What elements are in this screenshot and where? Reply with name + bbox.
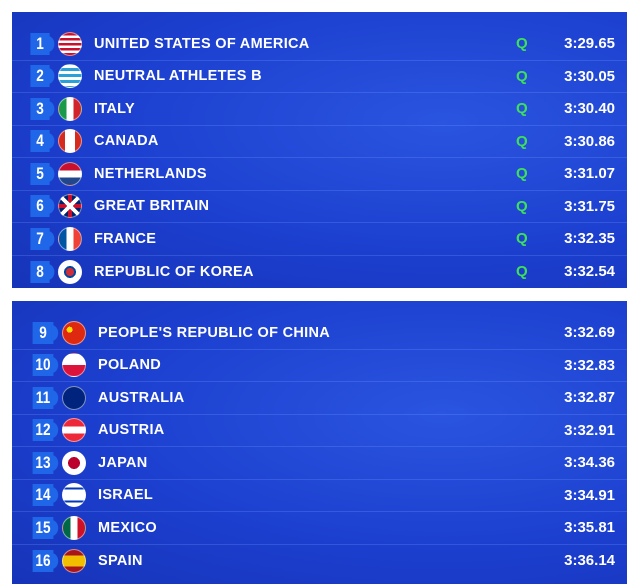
finish-time: 3:32.54 — [564, 263, 615, 281]
rank-badge: 16 — [32, 549, 59, 572]
rank-badge: 14 — [32, 484, 59, 507]
finish-time: 3:32.69 — [564, 324, 615, 342]
rank-badge: 12 — [32, 419, 59, 442]
qualified-marker: Q — [516, 132, 528, 150]
finish-time: 3:29.65 — [564, 35, 615, 53]
finish-time: 3:32.91 — [564, 421, 615, 439]
rank-badge: 1 — [30, 32, 55, 55]
rank-badge: 11 — [32, 386, 59, 409]
qualified-marker: Q — [516, 67, 528, 85]
result-row: 1 UNITED STATES OF AMERICA Q 3:29.65 — [12, 28, 627, 61]
rank-badge: 9 — [32, 321, 59, 344]
qualified-marker: Q — [516, 263, 528, 281]
qualified-marker: Q — [516, 197, 528, 215]
rank-badge: 3 — [30, 97, 55, 120]
country-name: CANADA — [94, 133, 159, 150]
qualified-marker: Q — [516, 100, 528, 118]
finish-time: 3:32.83 — [564, 356, 615, 374]
country-name: POLAND — [98, 357, 162, 374]
gb-flag-icon — [58, 194, 82, 219]
qualified-results-panel: 1 UNITED STATES OF AMERICA Q 3:29.65 2 NE… — [12, 12, 627, 288]
country-name: REPUBLIC OF KOREA — [94, 263, 254, 280]
country-name: ISRAEL — [98, 487, 153, 504]
china-flag-icon — [62, 320, 86, 345]
finish-time: 3:35.81 — [564, 519, 615, 537]
finish-time: 3:32.35 — [564, 230, 615, 248]
finish-time: 3:31.07 — [564, 165, 615, 183]
mexico-flag-icon — [62, 515, 86, 540]
result-row: 6 GREAT BRITAIN Q 3:31.75 — [12, 191, 627, 223]
australia-flag-icon — [62, 385, 86, 410]
result-row: 14 ISRAEL 3:34.91 — [12, 480, 627, 512]
country-name: PEOPLE'S REPUBLIC OF CHINA — [98, 324, 330, 341]
finish-time: 3:30.40 — [564, 100, 615, 118]
result-row: 9 PEOPLE'S REPUBLIC OF CHINA 3:32.69 — [12, 317, 627, 350]
finish-time: 3:34.91 — [564, 486, 615, 504]
result-row: 10 POLAND 3:32.83 — [12, 350, 627, 382]
country-name: GREAT BRITAIN — [94, 198, 210, 215]
poland-flag-icon — [62, 353, 86, 378]
rank-badge: 10 — [32, 354, 59, 377]
rank-badge: 13 — [32, 451, 59, 474]
result-row: 8 REPUBLIC OF KOREA Q 3:32.54 — [12, 256, 627, 289]
rank-badge: 6 — [30, 195, 55, 218]
country-name: MEXICO — [98, 519, 157, 536]
canada-flag-icon — [58, 129, 82, 154]
result-row: 11 AUSTRALIA 3:32.87 — [12, 382, 627, 415]
rank-badge: 5 — [30, 162, 55, 185]
result-row: 3 ITALY Q 3:30.40 — [12, 93, 627, 126]
result-row: 16 SPAIN 3:36.14 — [12, 545, 627, 578]
country-name: NETHERLANDS — [94, 165, 207, 182]
neutral-flag-icon — [58, 64, 82, 89]
rank-badge: 8 — [30, 260, 55, 283]
italy-flag-icon — [58, 96, 82, 121]
israel-flag-icon — [62, 483, 86, 508]
rank-badge: 15 — [32, 516, 59, 539]
netherlands-flag-icon — [58, 161, 82, 186]
result-row: 15 MEXICO 3:35.81 — [12, 512, 627, 545]
finish-time: 3:36.14 — [564, 552, 615, 570]
qualified-marker: Q — [516, 165, 528, 183]
spain-flag-icon — [62, 548, 86, 573]
rank-badge: 7 — [30, 227, 55, 250]
result-row: 12 AUSTRIA 3:32.91 — [12, 415, 627, 447]
rank-badge: 2 — [30, 65, 55, 88]
austria-flag-icon — [62, 418, 86, 443]
qualified-marker: Q — [516, 230, 528, 248]
usa-flag-icon — [58, 31, 82, 56]
result-row: 4 CANADA Q 3:30.86 — [12, 126, 627, 158]
finish-time: 3:30.86 — [564, 132, 615, 150]
country-name: NEUTRAL ATHLETES B — [94, 68, 262, 85]
result-row: 13 JAPAN 3:34.36 — [12, 447, 627, 480]
france-flag-icon — [58, 226, 82, 251]
result-row: 7 FRANCE Q 3:32.35 — [12, 223, 627, 256]
country-name: FRANCE — [94, 230, 157, 247]
qualified-marker: Q — [516, 35, 528, 53]
japan-flag-icon — [62, 450, 86, 475]
other-results-panel: 9 PEOPLE'S REPUBLIC OF CHINA 3:32.69 10 P… — [12, 301, 627, 584]
result-row: 2 NEUTRAL ATHLETES B Q 3:30.05 — [12, 61, 627, 93]
finish-time: 3:32.87 — [564, 389, 615, 407]
country-name: ITALY — [94, 100, 135, 117]
korea-flag-icon — [58, 259, 82, 284]
finish-time: 3:34.36 — [564, 454, 615, 472]
country-name: AUSTRIA — [98, 422, 165, 439]
finish-time: 3:31.75 — [564, 197, 615, 215]
country-name: UNITED STATES OF AMERICA — [94, 35, 310, 52]
finish-time: 3:30.05 — [564, 67, 615, 85]
result-row: 5 NETHERLANDS Q 3:31.07 — [12, 158, 627, 191]
rank-badge: 4 — [30, 130, 55, 153]
country-name: AUSTRALIA — [98, 389, 185, 406]
country-name: JAPAN — [98, 454, 148, 471]
country-name: SPAIN — [98, 552, 143, 569]
